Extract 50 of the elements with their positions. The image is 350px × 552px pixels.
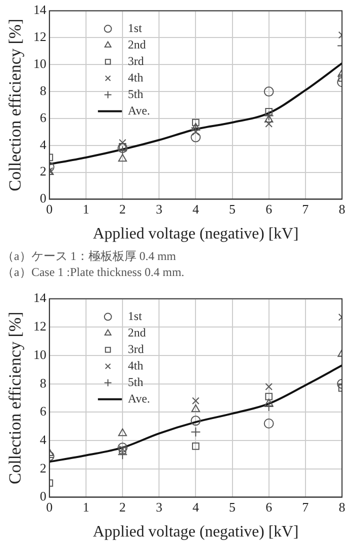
x-axis-title: Applied voltage (negative) [kV]	[92, 524, 299, 541]
legend-label: 5th	[128, 374, 144, 389]
x-tick-label: 4	[192, 499, 200, 514]
y-tick-label: 8	[40, 82, 46, 98]
legend-label: Ave.	[128, 103, 150, 118]
x-tick-label: 1	[82, 499, 90, 514]
x-tick-label: 3	[156, 499, 162, 514]
x-tick-label: 3	[156, 201, 162, 216]
y-tick-label: 6	[40, 110, 47, 125]
x-tick-label: 5	[229, 201, 236, 216]
y-tick-label: 14	[33, 2, 47, 18]
legend-label: 1st	[128, 20, 143, 35]
x-tick-label: 5	[229, 499, 236, 514]
y-tick-label: 12	[33, 29, 46, 44]
legend-label: 3rd	[128, 54, 144, 68]
y-tick-label: 0	[40, 190, 46, 206]
legend-label: 4th	[128, 358, 144, 372]
x-tick-label: 6	[266, 499, 273, 514]
y-tick-label: 10	[33, 56, 46, 72]
x-tick-label: 7	[302, 201, 310, 216]
text: （a）ケース 1：極板板厚 0.4 mm	[2, 248, 177, 264]
text: （a）Case 1 :Plate thickness 0.4 mm.	[2, 264, 186, 280]
x-tick-label: 8	[338, 499, 346, 514]
y-tick-label: 6	[40, 404, 47, 419]
x-tick-label: 6	[266, 201, 273, 216]
y-axis-title: Collection efficiency [%]	[6, 18, 25, 192]
x-tick-label: 8	[338, 201, 346, 216]
x-tick-label: 2	[119, 201, 126, 216]
legend-label: 2nd	[128, 37, 146, 52]
y-tick-label: 10	[33, 346, 46, 362]
y-tick-label: 4	[40, 432, 47, 447]
y-tick-label: 14	[33, 290, 47, 306]
y-tick-label: 2	[40, 164, 46, 179]
x-tick-label: 2	[119, 499, 126, 514]
legend-label: 2nd	[128, 325, 146, 340]
legend-label: 3rd	[128, 342, 144, 356]
y-tick-label: 8	[40, 375, 46, 390]
x-tick-label: 1	[82, 201, 90, 216]
y-tick-label: 2	[40, 460, 46, 476]
legend-label: 1st	[128, 308, 143, 323]
y-tick-label: 12	[33, 318, 46, 334]
x-tick-label: 4	[192, 201, 200, 216]
x-axis-title: Applied voltage (negative) [kV]	[92, 226, 299, 243]
y-tick-label: 4	[40, 136, 47, 152]
legend-label: 5th	[128, 86, 144, 101]
y-axis-title: Collection efficiency [%]	[6, 312, 25, 484]
legend-label: 4th	[128, 70, 144, 84]
y-tick-label: 0	[40, 488, 46, 504]
legend-label: Ave.	[128, 391, 150, 406]
x-tick-label: 7	[302, 499, 310, 514]
